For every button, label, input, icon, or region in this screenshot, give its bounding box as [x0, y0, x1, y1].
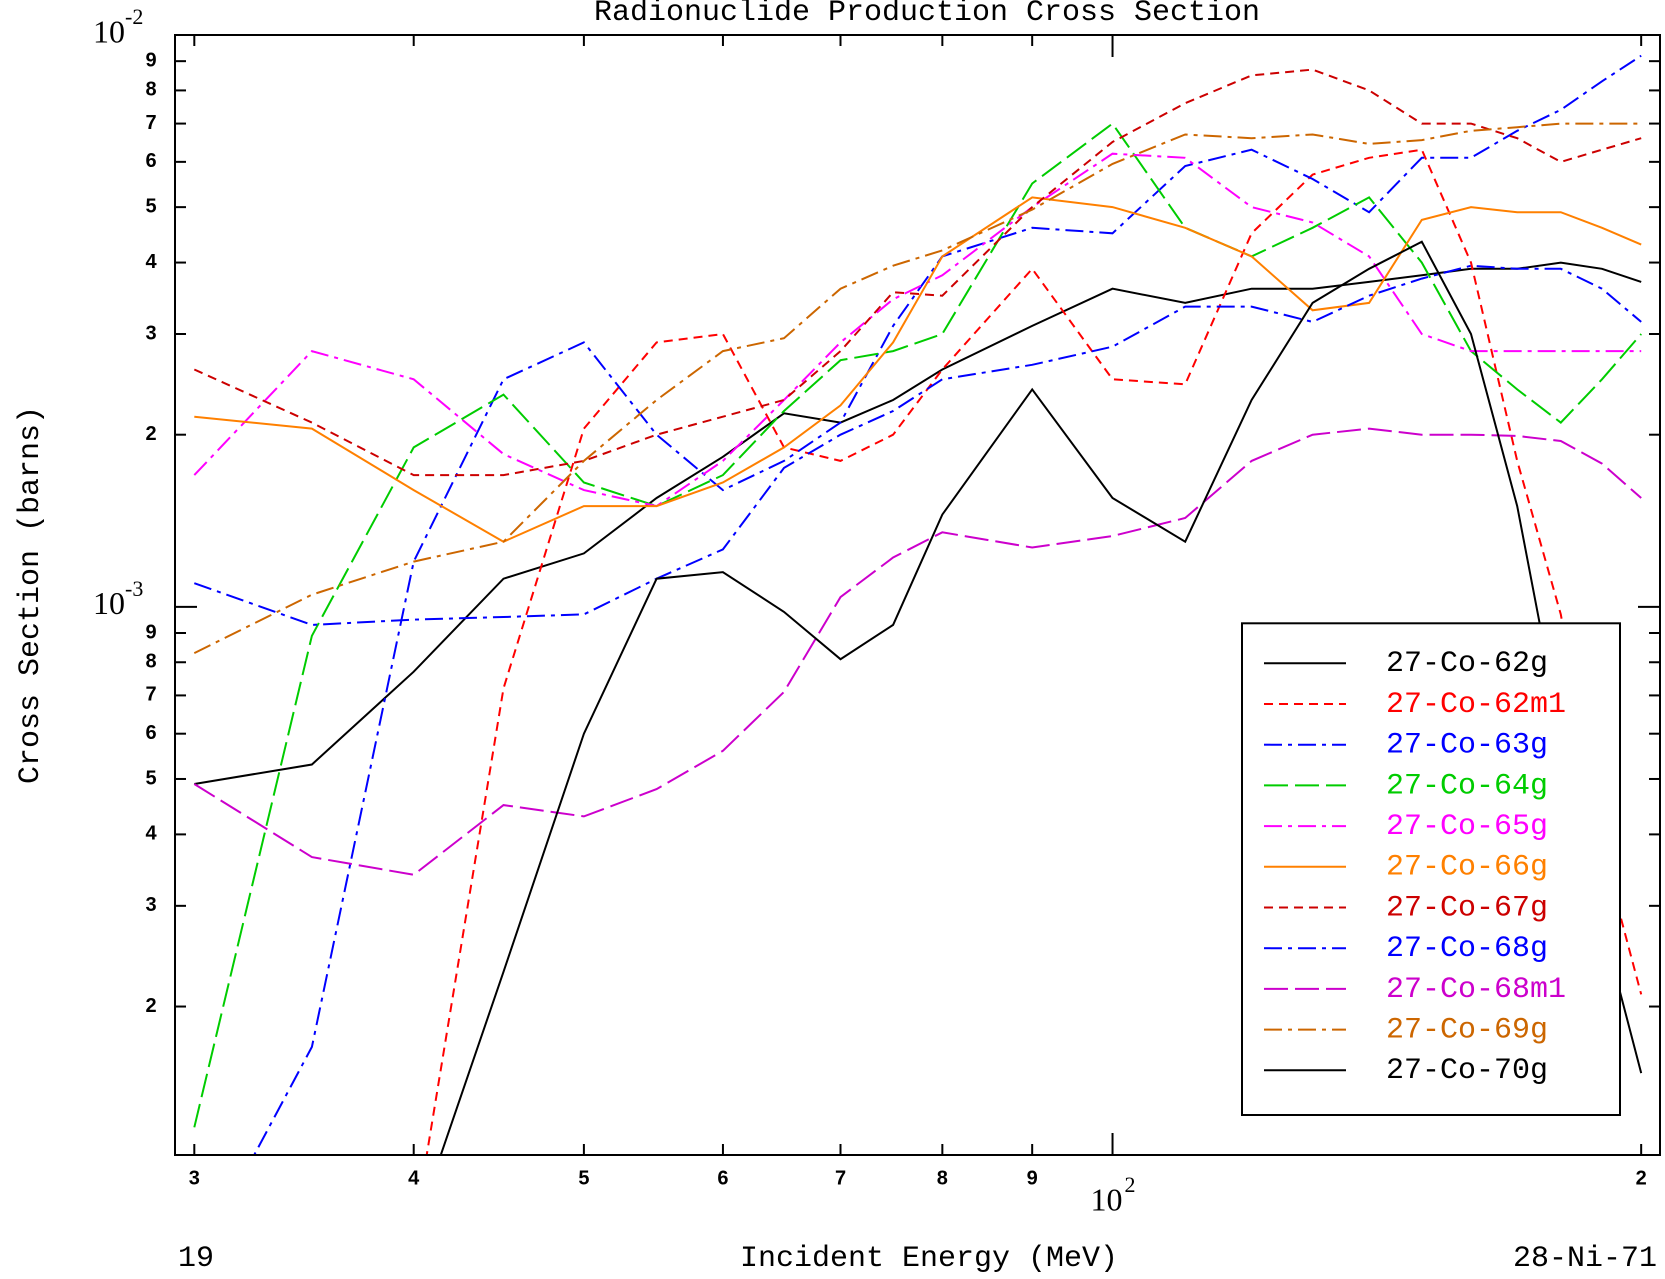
y-tick-label: 2: [145, 423, 156, 445]
legend-label: 27-Co-65g: [1386, 810, 1548, 844]
y-tick-label: 8: [145, 79, 156, 101]
series-line: [194, 261, 1642, 785]
y-tick-label: 6: [145, 722, 156, 744]
legend-label: 27-Co-66g: [1386, 851, 1548, 885]
legend-label: 27-Co-70g: [1386, 1054, 1548, 1088]
plot-lines: [193, 54, 1643, 1155]
y-tick-exponent: -3: [125, 576, 143, 601]
legend-label: 27-Co-68g: [1386, 932, 1548, 966]
y-tick-exponent: -2: [125, 4, 143, 29]
legend-label: 27-Co-68m1: [1386, 973, 1566, 1007]
x-tick-label: 6: [717, 1167, 728, 1189]
y-tick-label: 9: [145, 621, 156, 643]
y-tick-label: 3: [145, 322, 156, 344]
y-tick-label: 10: [93, 13, 125, 49]
y-tick-label: 9: [145, 49, 156, 71]
y-tick-label: 10: [93, 585, 125, 621]
legend-box: [1241, 622, 1621, 1116]
x-tick-label: 2: [1636, 1167, 1647, 1189]
x-tick-label: 4: [408, 1167, 420, 1189]
x-tick-label: 9: [1027, 1167, 1038, 1189]
x-tick-label: 8: [937, 1167, 948, 1189]
legend-label: 27-Co-64g: [1386, 769, 1548, 803]
y-tick-label: 7: [145, 684, 156, 706]
series-line: [193, 122, 1642, 654]
series-line: [193, 264, 1642, 626]
x-tick-label: 7: [835, 1167, 846, 1189]
x-tick-label: 3: [189, 1167, 200, 1189]
plot-frame: [174, 34, 1661, 1156]
y-tick-label: 8: [145, 651, 156, 673]
x-tick-label: 10: [1091, 1181, 1123, 1217]
legend-label: 27-Co-69g: [1386, 1014, 1548, 1048]
y-tick-label: 5: [145, 195, 156, 217]
legend-label: 27-Co-62m1: [1386, 688, 1566, 722]
series-line: [193, 152, 1642, 508]
y-tick-label: 2: [145, 995, 156, 1017]
legend-label: 27-Co-63g: [1386, 729, 1548, 763]
y-tick-label: 4: [145, 251, 157, 273]
series-line: [253, 54, 1642, 1155]
series-line: [193, 122, 1642, 1128]
y-tick-label: 4: [145, 823, 157, 845]
series-line: [425, 148, 1643, 1155]
corner-label: 28-Ni-71: [1513, 1242, 1657, 1276]
y-tick-label: 5: [145, 767, 156, 789]
chart-title: Radionuclide Production Cross Section: [594, 0, 1260, 30]
legend: 27-Co-62g 27-Co-62m1 27-Co-63g 27-Co-64g 27-…: [1241, 622, 1621, 1116]
legend-label: 27-Co-67g: [1386, 891, 1548, 925]
y-tick-label: 6: [145, 150, 156, 172]
y-tick-label: 3: [145, 894, 156, 916]
x-tick-exponent: 2: [1125, 1172, 1136, 1197]
series-line: [194, 196, 1642, 543]
y-tick-label: 7: [145, 112, 156, 134]
x-tick-label: 5: [578, 1167, 589, 1189]
series-line: [439, 240, 1643, 1155]
x-axis-label: Incident Energy (MeV): [740, 1242, 1118, 1276]
series-line: [193, 68, 1642, 477]
y-axis-label: Cross Section (barns): [14, 406, 48, 784]
legend-label: 27-Co-62g: [1386, 647, 1548, 681]
corner-label: 19: [178, 1242, 214, 1276]
